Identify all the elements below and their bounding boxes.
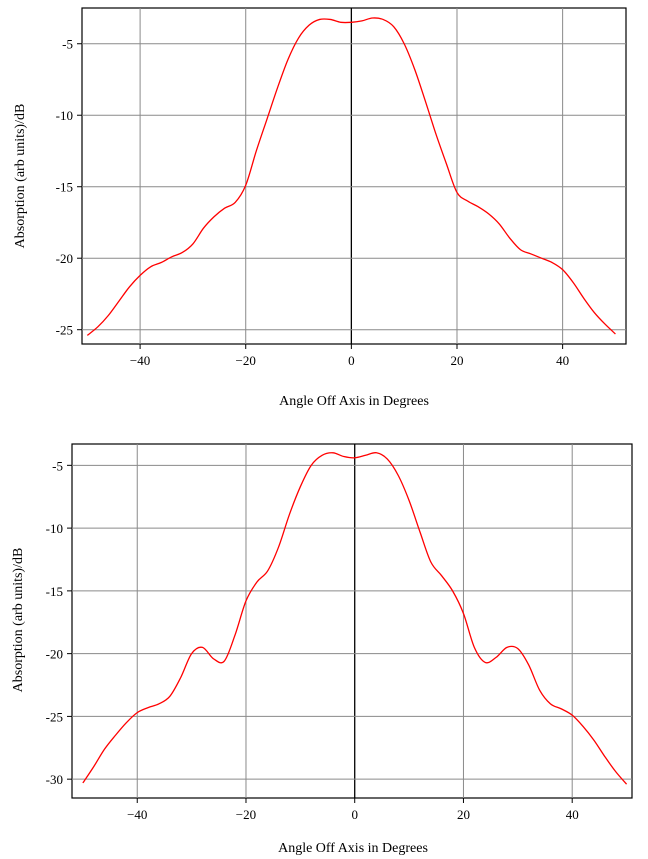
ticks-top: −40 −20 0 20 40 -5 -10 -15 -20 -25 bbox=[56, 37, 569, 368]
x-tick-label: 40 bbox=[566, 807, 579, 822]
ticks-bottom: −40 −20 0 20 40 -5 -10 -15 -20 -25 -30 bbox=[46, 458, 579, 822]
x-tick-label: −20 bbox=[236, 807, 256, 822]
grid-bottom bbox=[72, 444, 632, 798]
series-line bbox=[82, 452, 628, 785]
y-tick-label: -5 bbox=[52, 458, 63, 473]
x-tick-label: 0 bbox=[348, 353, 355, 368]
y-tick-label: -15 bbox=[56, 180, 73, 195]
y-axis-label-top: Absorption (arb units)/dB bbox=[13, 104, 28, 249]
grid-top bbox=[82, 8, 626, 344]
y-tick-label: -10 bbox=[56, 108, 73, 123]
y-tick-label: -10 bbox=[46, 521, 63, 536]
y-tick-label: -30 bbox=[46, 772, 63, 787]
y-tick-label: -5 bbox=[62, 37, 73, 52]
y-axis-label-bottom: Absorption (arb units)/dB bbox=[11, 548, 26, 693]
x-tick-label: 20 bbox=[457, 807, 470, 822]
y-tick-label: -20 bbox=[56, 251, 73, 266]
y-tick-label: -25 bbox=[46, 709, 63, 724]
series-top bbox=[86, 17, 616, 336]
x-tick-label: −40 bbox=[127, 807, 147, 822]
series-bottom bbox=[82, 452, 628, 785]
plot-frame-bottom bbox=[71, 443, 633, 799]
plot-frame-top bbox=[81, 7, 627, 345]
series-line bbox=[86, 17, 616, 336]
chart-top: −40 −20 0 20 40 -5 -10 -15 -20 -25 Angle Off Axis… bbox=[13, 7, 627, 409]
y-tick-label: -20 bbox=[46, 647, 63, 662]
x-axis-label-bottom: Angle Off Axis in Degrees bbox=[278, 841, 428, 856]
x-tick-label: −20 bbox=[236, 353, 256, 368]
x-axis-label-top: Angle Off Axis in Degrees bbox=[279, 394, 429, 409]
x-tick-label: 40 bbox=[556, 353, 569, 368]
x-tick-label: −40 bbox=[130, 353, 150, 368]
chart-bottom: −40 −20 0 20 40 -5 -10 -15 -20 -25 -30 Angle Off A… bbox=[11, 443, 633, 856]
y-tick-label: -15 bbox=[46, 584, 63, 599]
y-tick-label: -25 bbox=[56, 323, 73, 338]
x-tick-label: 20 bbox=[450, 353, 463, 368]
x-tick-label: 0 bbox=[351, 807, 358, 822]
